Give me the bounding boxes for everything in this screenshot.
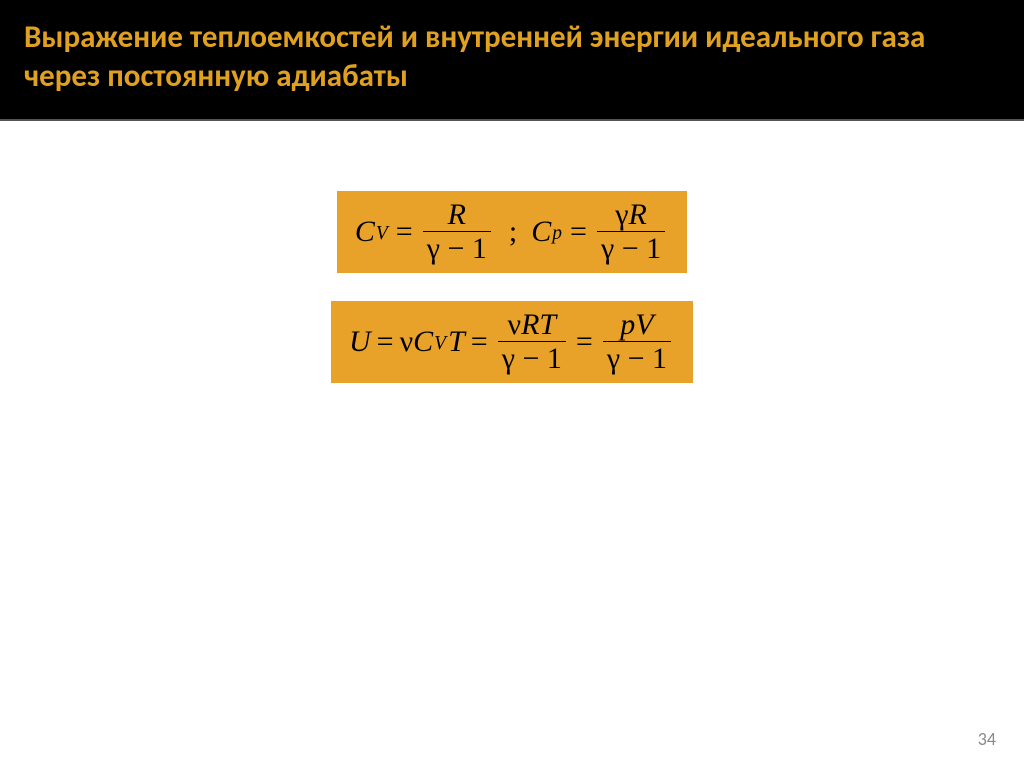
frac2-den-gamma: γ [607, 342, 620, 375]
equals-2: = [570, 215, 587, 249]
slide-header: Выражение теплоемкостей и внутренней эне… [0, 0, 1024, 119]
term-t: T [448, 325, 465, 359]
u-fraction-1: νRT γ − 1 [498, 309, 566, 375]
frac1-nu: ν [508, 308, 522, 341]
term-nu: ν [400, 325, 414, 359]
cp-den-rest: − 1 [614, 232, 661, 265]
equals-3: = [377, 325, 394, 359]
cp-num-r: R [629, 198, 647, 231]
slide-content: CV = R γ − 1 ; Cp = γR γ − 1 U = νCVT = … [0, 121, 1024, 383]
term-c-sub: V [434, 333, 446, 355]
cp-subscript: p [552, 223, 562, 245]
equals-1: = [396, 215, 413, 249]
equals-4: = [471, 325, 488, 359]
cp-fraction: γR γ − 1 [597, 199, 665, 265]
cv-fraction: R γ − 1 [423, 199, 491, 265]
cv-numerator: R [448, 198, 466, 231]
frac2-pv: pV [620, 308, 653, 341]
frac1-den-rest: − 1 [515, 342, 562, 375]
formula-separator: ; [509, 215, 517, 249]
formula-box-internal-energy: U = νCVT = νRT γ − 1 = pV γ − 1 [331, 301, 693, 383]
frac2-den-rest: − 1 [620, 342, 667, 375]
cv-symbol: C [355, 215, 375, 249]
formula-box-heat-capacities: CV = R γ − 1 ; Cp = γR γ − 1 [337, 191, 687, 273]
equals-5: = [576, 325, 593, 359]
u-symbol: U [349, 325, 371, 359]
cv-den-gamma: γ [427, 232, 440, 265]
cv-subscript: V [376, 223, 388, 245]
cv-den-rest: − 1 [440, 232, 487, 265]
cp-num-gamma: γ [615, 198, 628, 231]
formula-cv-cp: CV = R γ − 1 ; Cp = γR γ − 1 [355, 199, 669, 265]
page-number: 34 [978, 728, 996, 750]
cp-symbol: C [531, 215, 551, 249]
cp-den-gamma: γ [601, 232, 614, 265]
slide-title: Выражение теплоемкостей и внутренней эне… [24, 18, 1000, 96]
u-fraction-2: pV γ − 1 [603, 309, 671, 375]
term-c: C [413, 325, 433, 359]
formula-u: U = νCVT = νRT γ − 1 = pV γ − 1 [349, 309, 675, 375]
frac1-den-gamma: γ [502, 342, 515, 375]
frac1-rt: RT [521, 308, 556, 341]
